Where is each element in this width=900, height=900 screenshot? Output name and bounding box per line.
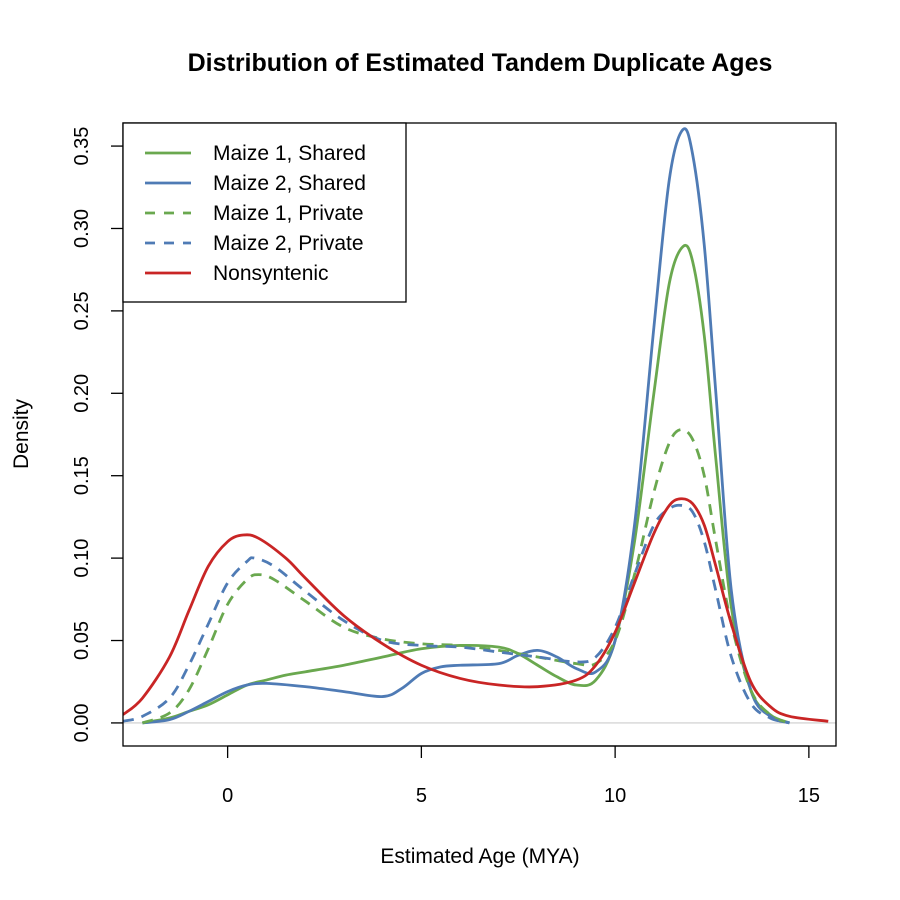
- x-tick-label: 15: [798, 785, 820, 807]
- legend-label-maize-2-private: Maize 2, Private: [213, 232, 364, 255]
- chart-title: Distribution of Estimated Tandem Duplica…: [188, 49, 773, 77]
- series-line-nonsyntenic: [123, 497, 829, 723]
- x-axis: 0 5 10 15: [222, 745, 820, 807]
- y-tick-label: 0.30: [71, 209, 93, 248]
- series-line-maize-2-private: [123, 503, 790, 725]
- y-axis: 0.00 0.05 0.10 0.15 0.20 0.25 0.30 0.35: [71, 127, 123, 742]
- x-tick-label: 0: [222, 785, 233, 807]
- y-tick-label: 0.05: [71, 621, 93, 660]
- legend: Maize 1, Shared Maize 2, Shared Maize 1, P…: [122, 122, 407, 303]
- y-tick-label: 0.15: [71, 456, 93, 495]
- series-line-maize-1-private: [141, 428, 791, 725]
- series-line-maize-1-shared: [142, 243, 791, 725]
- y-tick-label: 0.20: [71, 374, 93, 413]
- x-tick-label: 10: [604, 785, 626, 807]
- x-axis-label: Estimated Age (MYA): [380, 845, 579, 868]
- y-tick-label: 0.10: [71, 539, 93, 578]
- y-tick-label: 0.25: [71, 291, 93, 330]
- series-line-maize-2-shared: [142, 127, 790, 725]
- y-tick-label: 0.35: [71, 127, 93, 166]
- y-axis-label: Density: [10, 398, 33, 469]
- series-lines: [123, 127, 829, 725]
- legend-label-maize-1-private: Maize 1, Private: [213, 202, 364, 225]
- x-tick-label: 5: [416, 785, 427, 807]
- legend-label-nonsyntenic: Nonsyntenic: [213, 262, 329, 285]
- legend-label-maize-2-shared: Maize 2, Shared: [213, 172, 366, 195]
- y-tick-label: 0.00: [71, 703, 93, 742]
- legend-label-maize-1-shared: Maize 1, Shared: [213, 142, 366, 165]
